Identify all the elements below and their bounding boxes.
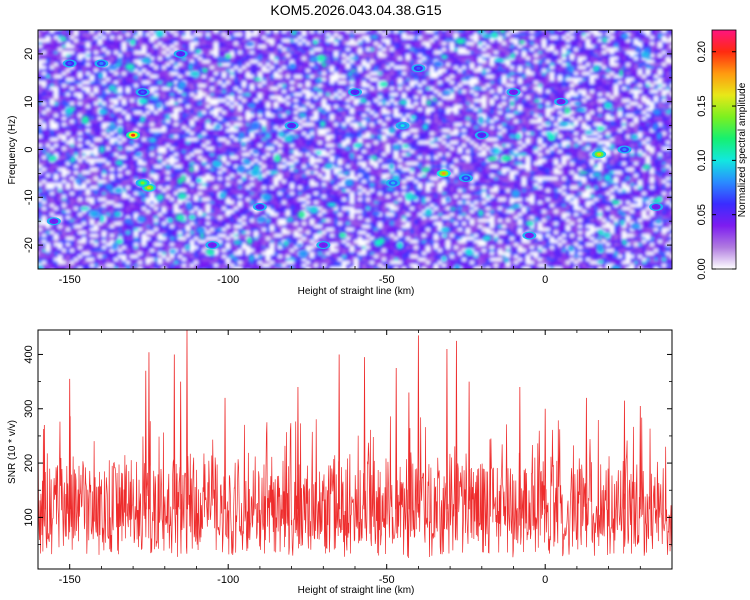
hotspot	[458, 174, 473, 183]
snr-x-label: Height of straight line (km)	[298, 585, 415, 596]
x-tick-label: -150	[59, 274, 81, 286]
hotspot	[284, 121, 299, 130]
colorbar-bar	[711, 29, 737, 270]
spectrogram-y-axis: -20 -10 0 10 20	[23, 29, 672, 270]
y-tick-label: 0	[23, 146, 35, 152]
snr-peak	[68, 378, 71, 510]
x-tick-label: -100	[217, 574, 239, 586]
snr-peak	[173, 354, 176, 510]
colorbar-tick-label: 0.05	[696, 204, 708, 225]
y-tick-label: 20	[23, 48, 35, 60]
snr-peak	[468, 381, 471, 510]
hotspot	[592, 150, 607, 159]
snr-peak	[185, 330, 188, 510]
hotspot	[46, 217, 61, 226]
y-tick-label: 300	[23, 400, 35, 418]
hotspot	[316, 241, 331, 250]
y-tick-label: -10	[23, 189, 35, 205]
x-tick-label: -150	[59, 574, 81, 586]
hotspot	[62, 59, 77, 68]
spectrogram-x-axis: -150 -100 -50 0	[37, 30, 673, 286]
hotspot	[506, 88, 521, 97]
hotspot	[386, 178, 401, 187]
colorbar-label: Normalized spectral amplitude	[737, 82, 748, 217]
hotspot	[554, 97, 569, 106]
spectrogram-image	[38, 30, 672, 269]
snr-peak	[639, 406, 642, 510]
snr-peak	[455, 340, 458, 510]
hotspot	[135, 88, 150, 97]
x-tick-label: -50	[379, 274, 395, 286]
hotspot	[348, 88, 362, 97]
colorbar-tick-label: 0.00	[696, 258, 708, 279]
hotspot	[474, 131, 489, 140]
spectrogram-texture	[38, 30, 672, 269]
snr-panel: -150 -100 -50 0 100 200 300 400 Height of stra…	[7, 329, 673, 596]
snr-peak	[623, 400, 626, 510]
hotspot	[205, 241, 220, 250]
hotspot	[411, 64, 426, 73]
snr-peak	[544, 408, 547, 510]
x-tick-label: -50	[379, 574, 395, 586]
snr-peak	[518, 387, 521, 510]
snr-peaks	[43, 330, 642, 510]
hotspot	[395, 121, 410, 130]
snr-peak	[395, 368, 398, 510]
hotspot	[135, 178, 150, 187]
colorbar: 0.00 0.05 0.10 0.15 0.20 Normalized spectral…	[696, 29, 748, 280]
snr-peak	[179, 381, 182, 510]
hotspot	[522, 231, 537, 240]
hotspot	[126, 131, 141, 140]
snr-peak	[407, 392, 410, 510]
snr-y-label: SNR (10 * v/v)	[7, 420, 18, 484]
snr-peak	[296, 387, 299, 510]
snr-peak	[43, 425, 46, 510]
hotspot	[436, 169, 451, 178]
snr-peak	[338, 354, 341, 510]
snr-peak	[363, 357, 366, 510]
snr-series-line	[38, 416, 672, 559]
hotspot	[173, 49, 188, 58]
colorbar-tick-label: 0.10	[696, 150, 708, 171]
hotspot	[617, 145, 632, 154]
y-tick-label: 10	[23, 96, 35, 108]
hotspot	[252, 202, 267, 211]
colorbar-axis: 0.00 0.05 0.10 0.15 0.20	[696, 41, 736, 280]
colorbar-tick-label: 0.20	[696, 41, 708, 62]
spectrogram-x-label: Height of straight line (km)	[298, 286, 415, 297]
y-tick-label: 400	[23, 345, 35, 363]
snr-peak	[144, 370, 147, 510]
snr-peak	[147, 352, 150, 510]
snr-peak	[224, 397, 227, 510]
colorbar-tick-label: 0.15	[696, 95, 708, 116]
hotspot	[649, 202, 664, 211]
spectrogram-y-label: Frequency (Hz)	[7, 116, 18, 185]
snr-peak	[585, 397, 588, 510]
snr-peak	[417, 335, 420, 510]
y-tick-label: -20	[23, 237, 35, 253]
x-tick-label: 0	[542, 274, 548, 286]
y-tick-label: 200	[23, 454, 35, 472]
snr-x-axis: -150 -100 -50 0	[37, 330, 673, 586]
x-tick-label: 0	[542, 574, 548, 586]
snr-y-axis: 100 200 300 400	[23, 345, 672, 545]
snr-peak	[445, 349, 448, 510]
y-tick-label: 100	[23, 508, 35, 526]
hotspot	[94, 59, 109, 68]
figure-title: KOM5.2026.043.04.38.G15	[270, 2, 441, 18]
x-tick-label: -100	[217, 274, 239, 286]
